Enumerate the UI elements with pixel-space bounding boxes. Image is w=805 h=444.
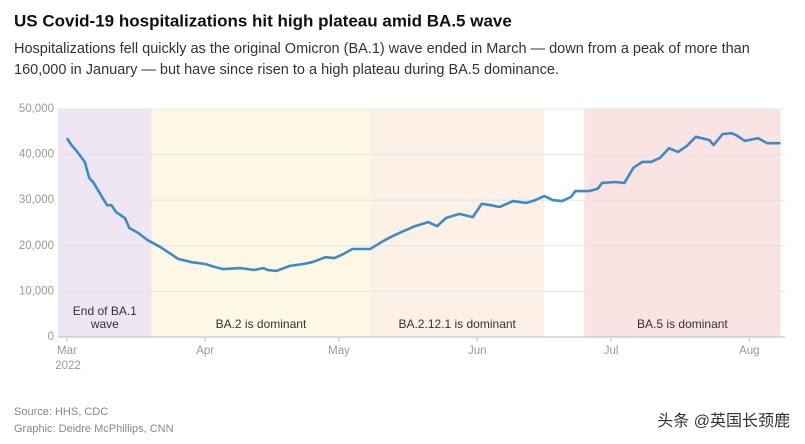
y-tick-label: 20,000	[19, 240, 54, 252]
y-tick-label: 0	[48, 331, 54, 343]
plot	[65, 131, 781, 273]
x-axis-year: 2022	[55, 360, 81, 372]
y-tick-label: 50,000	[19, 103, 54, 115]
subtitle-line: Hospitalizations fell quickly as the ori…	[14, 41, 750, 57]
band	[584, 109, 781, 337]
band-label: End of BA.1	[73, 304, 137, 318]
x-tick-label: Apr	[196, 345, 214, 357]
y-tick-label: 40,000	[19, 149, 54, 161]
band	[58, 109, 152, 337]
x-tick-label: Jul	[604, 345, 619, 357]
band-label: BA.2 is dominant	[216, 317, 307, 331]
x-tick-label: Jun	[468, 345, 487, 357]
x-tick-label: Aug	[739, 345, 759, 357]
line	[65, 131, 781, 273]
y-tick-label: 30,000	[19, 194, 54, 206]
x-tick-label: May	[328, 345, 350, 357]
band	[370, 109, 545, 337]
subtitle-line: 160,000 in January — but have since rise…	[14, 62, 559, 78]
band-label: BA.5 is dominant	[637, 317, 728, 331]
credit: Graphic: Deidre McPhillips, CNN	[14, 423, 174, 435]
y-tick-label: 10,000	[19, 285, 54, 297]
chart-title: US Covid-19 hospitalizations hit high pl…	[14, 11, 512, 30]
watermark: 头条 @英国长颈鹿	[657, 412, 790, 430]
band	[151, 109, 371, 337]
source: Source: HHS, CDC	[14, 406, 108, 418]
band-label: wave	[90, 317, 119, 331]
x-tick-label: Mar	[57, 345, 77, 357]
band-label: BA.2.12.1 is dominant	[398, 317, 516, 331]
